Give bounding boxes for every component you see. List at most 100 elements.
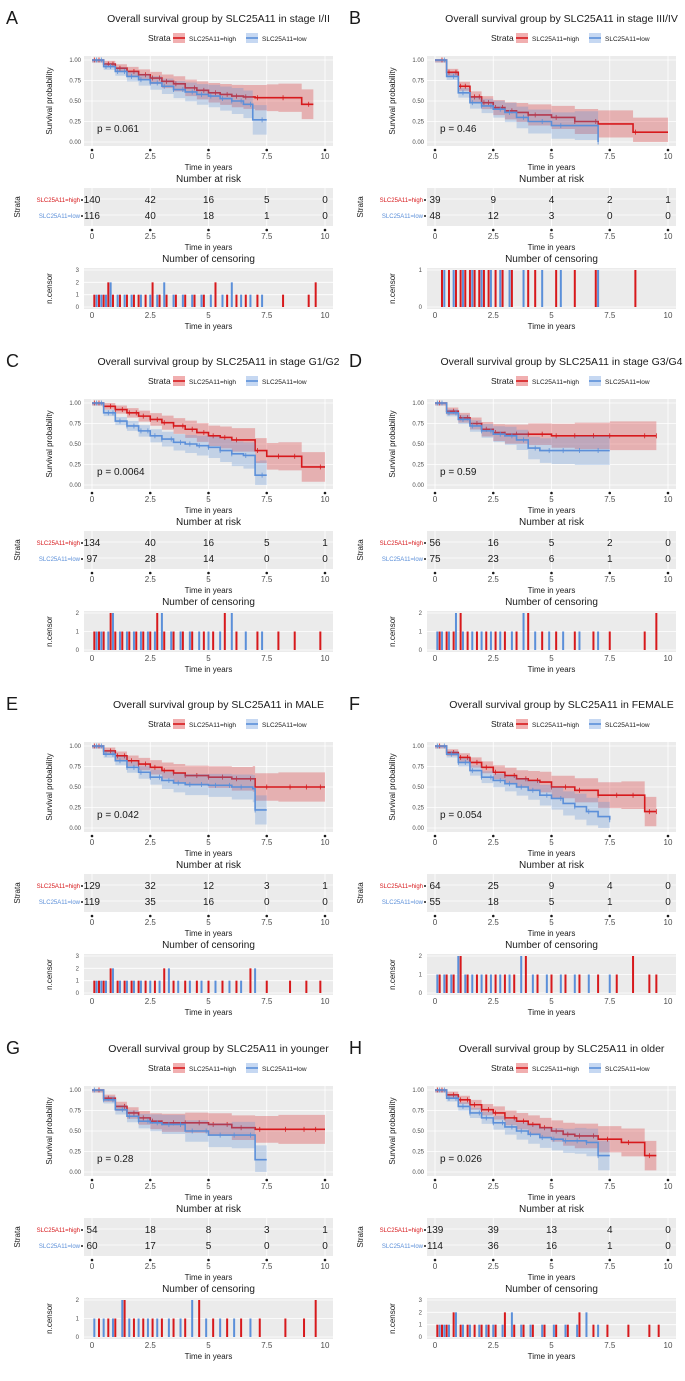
risk-value-high: 0 — [665, 1225, 671, 1236]
confidence-band-low — [92, 60, 267, 136]
censor-x-tick-label: 2.5 — [488, 997, 500, 1006]
risk-value-high: 1 — [322, 881, 328, 892]
legend-title: Strata — [148, 1063, 171, 1073]
censor-bar-high — [214, 282, 217, 307]
censor-bar-high — [473, 1324, 476, 1337]
risk-x-tick-mark — [265, 914, 269, 918]
censor-bar-low — [111, 613, 114, 650]
x-tick-mark — [666, 491, 670, 495]
censor-bar-high — [226, 1318, 229, 1337]
censor-bar-high — [314, 1300, 317, 1337]
risk-value-high: 5 — [549, 538, 555, 549]
risk-x-tick-mark — [207, 571, 210, 575]
censor-bar-low — [179, 631, 182, 650]
censor-bar-low — [436, 974, 439, 993]
risk-x-axis-label: Time in years — [185, 1273, 233, 1282]
risk-x-tick-label: 2.5 — [145, 1262, 157, 1271]
risk-x-tick-label: 0 — [433, 918, 438, 927]
censor-bar-high — [524, 956, 527, 993]
censor-bar-high — [440, 1324, 443, 1337]
risk-value-low: 16 — [203, 897, 215, 908]
risk-title: Number at risk — [519, 860, 585, 871]
x-tick-label: 0 — [433, 152, 438, 161]
risk-x-tick-label: 2.5 — [488, 575, 500, 584]
censor-bar-low — [125, 980, 128, 993]
risk-x-tick-mark — [90, 571, 94, 575]
risk-label-low: SLC25A11=low — [39, 900, 81, 906]
risk-x-tick-mark — [491, 1258, 495, 1262]
censor-bar-high — [118, 294, 121, 307]
y-tick-label: 0.25 — [69, 806, 81, 812]
x-tick-mark — [207, 834, 210, 838]
censor-bar-high — [522, 1324, 525, 1337]
censor-bar-high — [573, 631, 576, 650]
risk-value-high: 1 — [322, 538, 328, 549]
risk-label-low: SLC25A11=low — [382, 214, 424, 220]
censor-bar-low — [209, 294, 212, 307]
censor-bar-low — [200, 980, 203, 993]
censor-bar-high — [536, 974, 539, 993]
censor-bar-high — [494, 1324, 497, 1337]
censor-bar-low — [443, 270, 446, 307]
censor-y-tick: 3 — [419, 1298, 423, 1304]
y-tick-label: 0.75 — [412, 422, 424, 428]
censor-bar-high — [657, 1324, 660, 1337]
censor-bar-high — [445, 974, 448, 993]
risk-value-low: 0 — [665, 897, 671, 908]
censor-bar-high — [153, 980, 156, 993]
censor-bar-low — [508, 974, 511, 993]
censor-bar-high — [527, 270, 530, 307]
censor-bar-low — [478, 1324, 481, 1337]
risk-x-tick-label: 10 — [321, 1262, 330, 1271]
censor-title: Number of censoring — [505, 597, 598, 608]
censor-x-tick-label: 7.5 — [604, 997, 616, 1006]
legend-label-high: SLC25A11=high — [532, 379, 579, 386]
censor-bar-low — [529, 1324, 532, 1337]
censor-bar-high — [102, 294, 105, 307]
censor-y-label: n.censor — [45, 273, 54, 304]
legend-title: Strata — [491, 33, 514, 43]
risk-tick-low — [81, 215, 83, 217]
censor-bar-low — [181, 294, 184, 307]
y-tick-label: 0.00 — [412, 483, 424, 489]
panel-letter: B — [349, 8, 361, 28]
censor-bar-low — [489, 270, 492, 307]
risk-label-low: SLC25A11=low — [39, 1244, 81, 1250]
risk-y-label: Strata — [356, 539, 365, 561]
risk-x-tick-label: 5 — [206, 575, 211, 584]
risk-value-high: 2 — [607, 538, 613, 549]
risk-label-low: SLC25A11=low — [382, 1244, 424, 1250]
censor-bar-high — [284, 1318, 287, 1337]
x-tick-label: 2.5 — [145, 1182, 157, 1191]
x-tick-mark — [666, 1178, 670, 1182]
censor-y-tick: 0 — [419, 648, 423, 654]
censor-bar-high — [464, 270, 467, 307]
y-axis-label: Survival probability — [388, 410, 397, 477]
censor-y-tick: 2 — [76, 1298, 80, 1304]
censor-bar-high — [116, 980, 119, 993]
censor-x-tick-label: 7.5 — [261, 1341, 273, 1350]
censor-bar-high — [459, 270, 462, 307]
risk-title: Number at risk — [176, 860, 242, 871]
risk-y-label: Strata — [13, 1226, 22, 1248]
censor-bar-high — [452, 631, 455, 650]
censor-bar-low — [545, 974, 548, 993]
censor-x-tick-label: 2.5 — [145, 997, 157, 1006]
risk-value-low: 119 — [84, 897, 100, 908]
risk-x-tick-label: 10 — [321, 232, 330, 241]
risk-value-high: 4 — [607, 881, 613, 892]
censor-bar-high — [459, 956, 462, 993]
censor-bar-low — [104, 980, 107, 993]
y-tick-label: 0.50 — [69, 442, 81, 448]
risk-value-high: 1 — [322, 1225, 328, 1236]
risk-x-tick-mark — [666, 571, 670, 575]
x-tick-mark — [90, 491, 94, 495]
risk-tick-high — [81, 1229, 83, 1231]
y-axis-label: Survival probability — [45, 410, 54, 477]
censor-title: Number of censoring — [162, 940, 255, 951]
censor-bar-low — [559, 270, 562, 307]
censor-bar-high — [578, 974, 581, 993]
chart-title: Overall survival group by SLC25A11 in st… — [107, 13, 330, 25]
x-tick-label: 2.5 — [145, 152, 157, 161]
